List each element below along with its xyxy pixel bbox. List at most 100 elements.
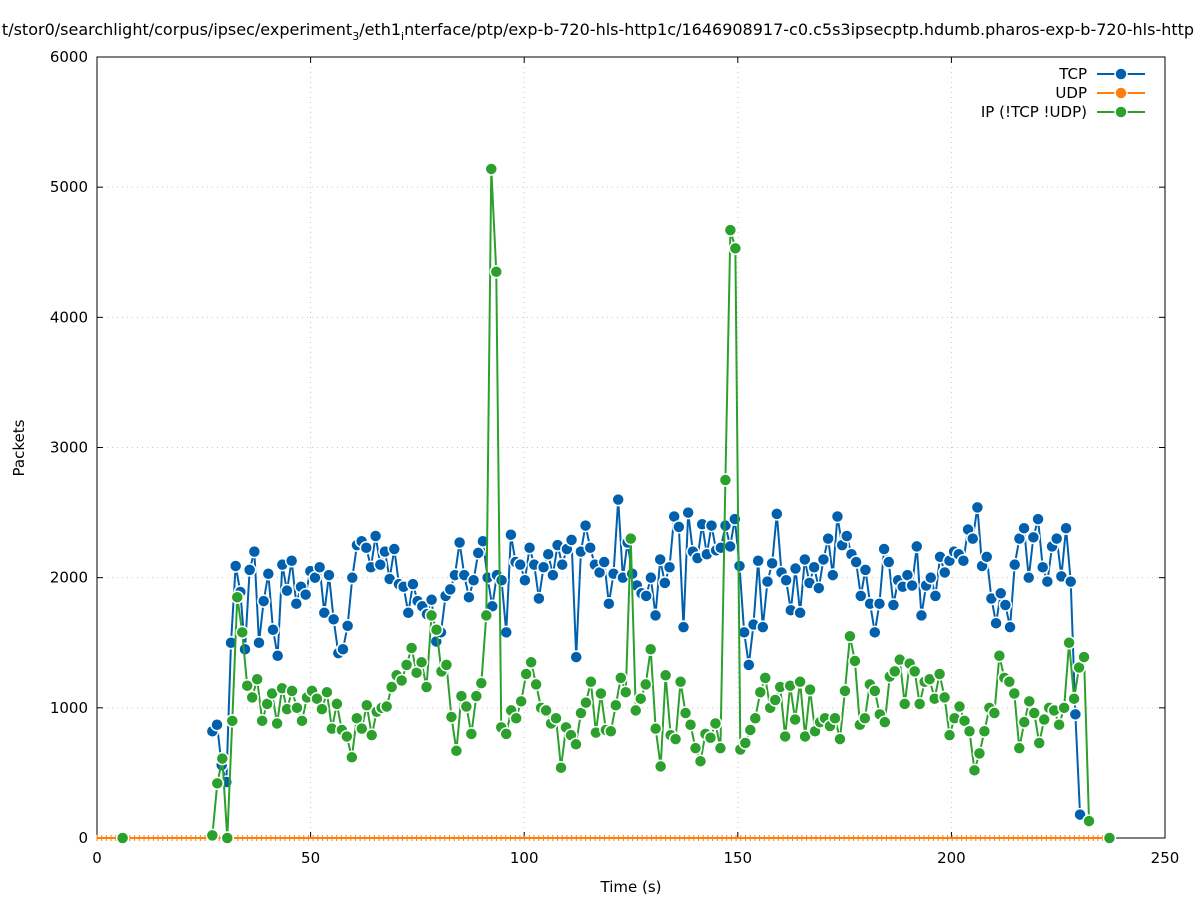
data-point bbox=[643, 642, 658, 657]
y-tick-label: 5000 bbox=[50, 178, 88, 196]
data-point bbox=[518, 573, 532, 588]
data-point bbox=[849, 555, 863, 569]
y-tick-label: 4000 bbox=[50, 308, 88, 326]
series-ip-tcp-udp- bbox=[115, 162, 1117, 845]
data-point bbox=[322, 568, 336, 582]
data-point bbox=[317, 606, 332, 620]
data-point bbox=[514, 694, 528, 709]
data-point bbox=[252, 636, 266, 650]
data-point bbox=[838, 684, 852, 698]
data-point bbox=[728, 241, 743, 256]
data-point bbox=[760, 574, 775, 589]
data-point bbox=[464, 727, 479, 741]
data-point bbox=[644, 570, 658, 585]
data-point bbox=[1062, 636, 1076, 650]
data-point bbox=[688, 741, 703, 755]
data-point bbox=[449, 744, 464, 758]
y-axis-label: Packets bbox=[10, 419, 28, 476]
data-point bbox=[1059, 521, 1073, 535]
data-point bbox=[360, 698, 374, 712]
data-point bbox=[529, 677, 543, 692]
data-point bbox=[399, 658, 414, 672]
data-point bbox=[778, 729, 792, 744]
data-point bbox=[938, 565, 952, 580]
data-point bbox=[633, 691, 648, 706]
data-point bbox=[979, 550, 994, 564]
data-point bbox=[602, 596, 616, 611]
data-point bbox=[653, 759, 668, 774]
data-point bbox=[1026, 530, 1041, 545]
data-point bbox=[1032, 736, 1046, 750]
data-point bbox=[858, 563, 873, 577]
data-point bbox=[793, 606, 807, 620]
data-point bbox=[579, 695, 593, 710]
x-axis-label: Time (s) bbox=[600, 878, 662, 896]
data-point bbox=[1067, 691, 1081, 706]
data-point bbox=[977, 724, 992, 739]
data-point bbox=[494, 573, 509, 588]
data-point bbox=[1037, 712, 1051, 727]
data-point bbox=[962, 724, 977, 739]
data-point bbox=[452, 535, 467, 550]
data-point bbox=[429, 622, 444, 637]
data-point bbox=[1040, 574, 1055, 589]
data-point bbox=[882, 555, 896, 569]
data-point bbox=[1063, 574, 1078, 589]
data-point bbox=[1021, 570, 1036, 585]
y-tick-label: 1000 bbox=[50, 699, 88, 717]
data-point bbox=[868, 625, 882, 640]
data-point bbox=[952, 699, 967, 714]
data-point bbox=[549, 711, 563, 725]
data-point bbox=[312, 560, 327, 575]
data-point bbox=[373, 557, 388, 572]
data-point bbox=[569, 650, 583, 664]
data-point bbox=[266, 622, 280, 637]
data-point bbox=[504, 527, 518, 542]
data-point bbox=[751, 553, 765, 568]
data-point bbox=[1007, 686, 1022, 701]
data-point bbox=[653, 552, 667, 567]
data-point bbox=[840, 529, 854, 543]
data-point bbox=[379, 699, 394, 714]
data-point bbox=[738, 736, 753, 750]
data-point bbox=[830, 509, 845, 524]
data-point bbox=[235, 625, 249, 640]
data-point bbox=[833, 732, 847, 746]
data-point bbox=[723, 223, 738, 237]
data-point bbox=[404, 641, 419, 655]
data-point bbox=[555, 557, 569, 572]
data-point bbox=[924, 570, 938, 585]
data-point bbox=[989, 616, 1003, 630]
data-point bbox=[247, 544, 262, 559]
data-point bbox=[1068, 707, 1083, 722]
data-point bbox=[340, 619, 355, 633]
data-point bbox=[295, 714, 309, 728]
data-point bbox=[240, 678, 254, 693]
x-tick-label: 200 bbox=[937, 849, 966, 867]
data-point bbox=[970, 500, 985, 515]
data-point bbox=[210, 718, 224, 732]
data-point bbox=[681, 505, 695, 520]
data-point bbox=[290, 701, 304, 715]
data-point bbox=[340, 729, 354, 744]
data-point bbox=[812, 581, 826, 595]
data-point bbox=[703, 731, 718, 745]
data-point bbox=[424, 593, 439, 607]
data-point bbox=[509, 711, 523, 725]
data-point bbox=[584, 675, 598, 689]
data-point bbox=[345, 570, 360, 585]
data-point bbox=[723, 539, 737, 554]
data-point bbox=[1002, 675, 1017, 689]
data-point bbox=[662, 560, 677, 575]
data-point bbox=[798, 552, 812, 567]
data-point bbox=[658, 576, 672, 590]
data-point bbox=[1007, 557, 1022, 572]
data-point bbox=[826, 568, 840, 582]
data-point bbox=[877, 542, 891, 556]
data-point bbox=[928, 589, 943, 603]
data-point bbox=[821, 531, 835, 546]
data-point bbox=[868, 684, 882, 698]
data-point bbox=[564, 533, 579, 547]
data-point bbox=[414, 655, 429, 670]
